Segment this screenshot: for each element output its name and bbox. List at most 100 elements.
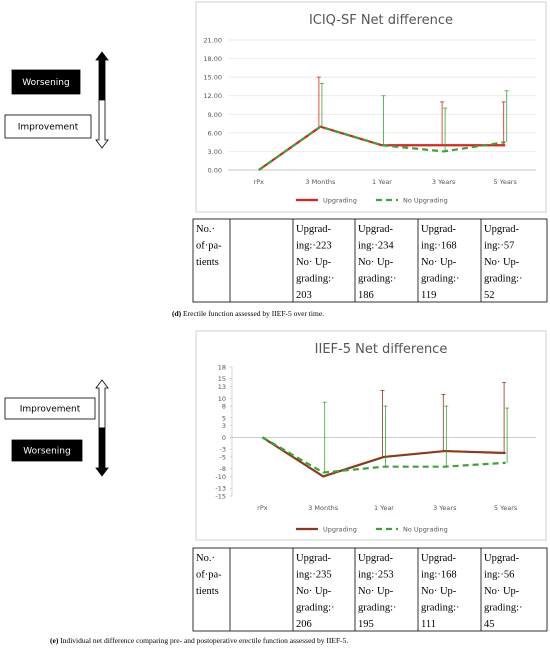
- table-cell-text: Upgrad-: [296, 224, 331, 235]
- table-cell-text: 45: [484, 619, 495, 630]
- table-cell-text: No· Up-: [421, 257, 457, 268]
- table-cell-text: No· Up-: [484, 257, 520, 268]
- chart-frame: [195, 1, 547, 213]
- y-tick-label: 12.00: [203, 92, 222, 100]
- y-tick-label: 8: [222, 403, 226, 411]
- table-cell-text: grading:·: [358, 603, 397, 614]
- y-tick-label: 18.00: [203, 55, 222, 63]
- x-tick-label: rPx: [257, 504, 268, 512]
- y-tick-label: 0: [222, 434, 226, 442]
- table-cell-text: 119: [421, 290, 436, 301]
- table-cell-text: tients: [196, 257, 219, 268]
- chart-title: ICIQ-SF Net difference: [309, 13, 453, 28]
- table-cell-text: Upgrad-: [296, 553, 331, 564]
- x-tick-label: 3 Months: [308, 504, 339, 512]
- table-cell-text: No· Up-: [296, 586, 332, 597]
- table-cell-text: of·pa-: [196, 241, 222, 252]
- y-tick-label: -10: [215, 473, 226, 481]
- table-cell-text: grading:·: [484, 603, 523, 614]
- table-cell-text: of·pa-: [196, 570, 222, 581]
- y-tick-label: 6.00: [208, 129, 222, 137]
- table-cell-text: No· Up-: [484, 586, 520, 597]
- table-cell-text: No.·: [196, 553, 215, 564]
- table-cell-text: ing:·223: [296, 241, 332, 252]
- caption-label: (e): [50, 636, 59, 645]
- x-tick-label: 1 Year: [372, 178, 392, 186]
- table-cell-text: ing:·56: [484, 570, 514, 581]
- label-box: [4, 397, 96, 420]
- table-cell-text: No.·: [196, 224, 215, 235]
- y-tick-label: -3: [220, 446, 226, 454]
- table-cell-text: 206: [296, 619, 312, 630]
- side-label: Worsening: [22, 78, 69, 88]
- table-cell-text: No· Up-: [421, 586, 457, 597]
- x-tick-label: 3 Years: [432, 178, 456, 186]
- table-border: [192, 218, 548, 303]
- caption-text: Erectile function assessed by IIEF-5 ove…: [181, 309, 324, 318]
- side-label: Improvement: [18, 123, 79, 133]
- y-tick-label: 15: [218, 375, 226, 383]
- table-cell-text: ing:·168: [421, 241, 457, 252]
- table-cell-text: Upgrad-: [421, 224, 456, 235]
- table-cell-text: Upgrad-: [358, 553, 393, 564]
- chart-frame: [195, 330, 547, 541]
- table-cell-text: No· Up-: [296, 257, 332, 268]
- legend-label: No Upgrading: [403, 197, 448, 205]
- table-cell-text: No· Up-: [358, 586, 394, 597]
- table-cell-text: 186: [358, 290, 374, 301]
- x-tick-label: 3 Months: [305, 178, 336, 186]
- table-cell-text: Upgrad-: [484, 553, 519, 564]
- table-cell-text: ing:·168: [421, 570, 457, 581]
- table-cell-text: Upgrad-: [421, 553, 456, 564]
- y-tick-label: 3.00: [208, 148, 222, 156]
- y-tick-label: 3: [222, 422, 226, 430]
- x-tick-label: 3 Years: [433, 504, 457, 512]
- y-tick-label: 18: [218, 364, 226, 372]
- caption: (d) Erectile function assessed by IIEF-5…: [172, 309, 324, 318]
- x-tick-label: 5 Years: [494, 504, 518, 512]
- series-line: [258, 125, 506, 171]
- table-cell-text: Upgrad-: [358, 224, 393, 235]
- caption-text: Individual net difference comparing pre-…: [58, 636, 348, 645]
- chart-title: IIEF-5 Net difference: [315, 342, 448, 357]
- y-tick-label: -13: [215, 485, 226, 493]
- y-tick-label: 5: [222, 414, 226, 422]
- y-tick-label: 10: [218, 395, 226, 403]
- y-tick-label: 13: [218, 383, 226, 391]
- side-label: Improvement: [20, 405, 81, 415]
- label-box: [4, 114, 92, 139]
- legend-label: Upgrading: [323, 197, 357, 205]
- arrow: [95, 379, 109, 429]
- caption: (e) Individual net difference comparing …: [50, 636, 348, 645]
- table-cell-text: ing:·234: [358, 241, 394, 252]
- table-cell-text: grading:·: [296, 274, 335, 285]
- side-label: Worsening: [23, 447, 70, 457]
- y-tick-label: -15: [215, 493, 226, 501]
- table-cell-text: 111: [421, 619, 436, 630]
- series-line: [261, 436, 506, 474]
- table-cell-text: grading:·: [421, 274, 460, 285]
- y-tick-label: -5: [220, 453, 226, 461]
- series-line: [261, 436, 506, 478]
- table-cell-text: grading:·: [296, 603, 335, 614]
- y-tick-label: -8: [220, 465, 226, 473]
- table-cell-text: ing:·235: [296, 570, 332, 581]
- table-cell-text: 203: [296, 290, 312, 301]
- label-box: [11, 69, 81, 95]
- x-tick-label: rPx: [254, 178, 265, 186]
- table-cell-text: grading:·: [358, 274, 397, 285]
- y-tick-label: 15.00: [203, 74, 222, 82]
- arrow: [95, 427, 109, 477]
- y-tick-label: 9.00: [208, 111, 222, 119]
- y-tick-label: 0.00: [208, 167, 222, 175]
- table-cell-text: 195: [358, 619, 374, 630]
- y-tick-label: 21.00: [203, 37, 222, 45]
- table-cell-text: No· Up-: [358, 257, 394, 268]
- table-cell-text: tients: [196, 586, 219, 597]
- caption-label: (d): [172, 309, 182, 318]
- table-cell-text: grading:·: [421, 603, 460, 614]
- legend-label: Upgrading: [323, 526, 357, 534]
- x-tick-label: 1 Year: [374, 504, 394, 512]
